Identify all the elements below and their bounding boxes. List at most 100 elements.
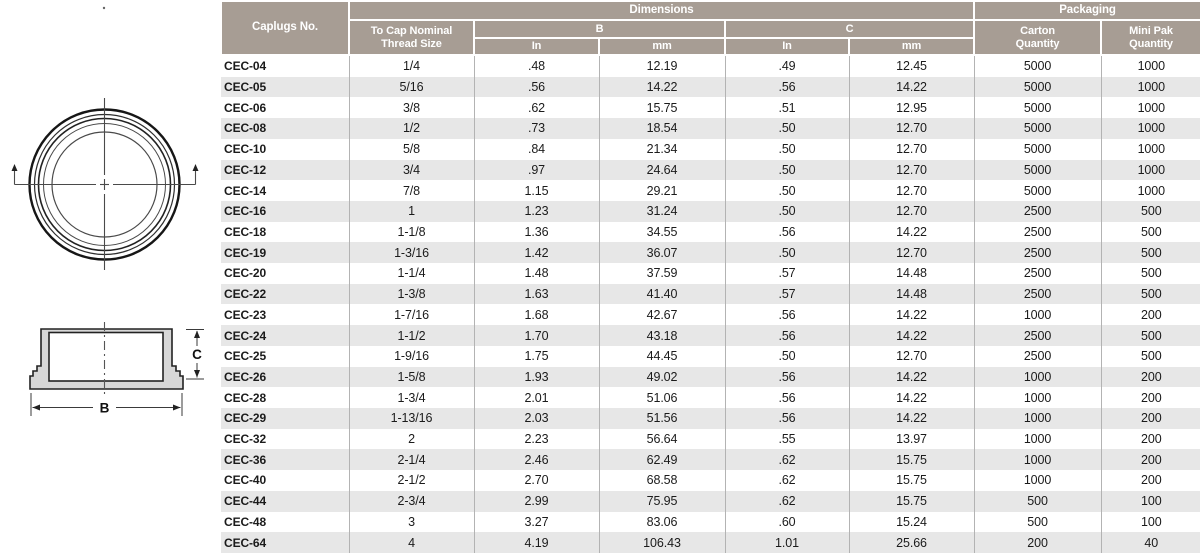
cell-value: 1 (348, 200, 474, 222)
cell-value: .50 (724, 200, 849, 222)
table-row: CEC-40 2-1/2 2.70 68.58.62 15.75 1000 200 (221, 470, 1200, 491)
cell-caplugs-no: CEC-32 (224, 432, 267, 447)
table-row: CEC-36 2-1/4 2.46 62.49.62 15.75 1000 200 (221, 449, 1200, 471)
header-c-in: In (724, 37, 850, 56)
section-line (13, 171, 197, 186)
cell-value: 1-1/2 (348, 325, 474, 346)
cell-value: .56 (724, 304, 849, 326)
cell-value: 2500 (973, 325, 1102, 346)
table-row: CEC-16 1 1.23 31.24.50 12.70 2500 500 (221, 200, 1200, 222)
cell-value: 1/4 (348, 55, 474, 77)
cell-value: .57 (724, 263, 849, 284)
header-dim-c: C (723, 19, 976, 39)
cell-value: 500 (1100, 242, 1200, 264)
table-row: CEC-14 7/8 1.15 29.21.50 12.70 5000 1000 (221, 180, 1200, 201)
spec-table-container: Caplugs No. Dimensions Packaging To Cap … (220, 0, 1200, 553)
cell-caplugs-no: CEC-19 (224, 245, 267, 260)
cell-value: 15.75 (848, 470, 975, 491)
cell-value: .50 (724, 118, 849, 139)
cell-value: 14.22 (848, 221, 975, 243)
cell-value: .56 (724, 366, 849, 388)
cell-value: 68.58 (598, 470, 725, 491)
cell-value: 1000 (1100, 76, 1200, 98)
table-row: CEC-25 1-9/16 1.75 44.45.50 12.70 2500 500 (221, 345, 1200, 367)
cell-value: 100 (1100, 490, 1200, 512)
cell-value: 5000 (973, 118, 1102, 139)
cell-caplugs-no: CEC-23 (224, 307, 267, 322)
cell-value: .56 (724, 76, 849, 98)
cap-drawing-svg: C B (11, 6, 204, 416)
table-row: CEC-05 5/16.56 14.22.56 14.22 5000 1000 (221, 76, 1200, 98)
cell-value: 200 (973, 532, 1102, 553)
header-caplugs-no: Caplugs No. (220, 0, 350, 56)
cell-value: 3/8 (348, 97, 474, 119)
cell-value: .56 (473, 76, 599, 98)
table-body: CEC-04 1/4.48 12.19.49 12.45 5000 1000 CEC-05 5… (221, 55, 1200, 553)
cell-caplugs-no: CEC-25 (224, 349, 267, 364)
cell-value: 14.48 (848, 263, 975, 284)
cell-value: 14.22 (848, 407, 975, 429)
cell-value: 2-1/4 (348, 449, 474, 471)
cell-value: 5000 (973, 159, 1102, 181)
cell-value: .50 (724, 242, 849, 264)
cell-value: 1.93 (473, 366, 599, 388)
table-header: Caplugs No. Dimensions Packaging To Cap … (220, 0, 1200, 56)
cell-value: 7/8 (348, 180, 474, 201)
dim-label-b: B (100, 401, 110, 416)
cell-value: 12.70 (848, 200, 975, 222)
cell-value: 14.22 (598, 76, 725, 98)
cell-value: 12.70 (848, 118, 975, 139)
cell-value: 42.67 (598, 304, 725, 326)
table-row: CEC-24 1-1/2 1.70 43.18.56 14.22 2500 500 (221, 325, 1200, 346)
cell-value: 5/16 (348, 76, 474, 98)
cell-value: 1000 (1100, 159, 1200, 181)
header-b-in: In (473, 37, 600, 56)
cell-caplugs-no: CEC-48 (224, 514, 267, 529)
cell-value: 34.55 (598, 221, 725, 243)
cell-value: .49 (724, 55, 849, 77)
cell-value: 100 (1100, 511, 1200, 533)
cell-value: 24.64 (598, 159, 725, 181)
cell-value: 3/4 (348, 159, 474, 181)
cell-value: 2.03 (473, 407, 599, 429)
cell-caplugs-no: CEC-04 (224, 59, 267, 74)
cell-value: 1-13/16 (348, 407, 474, 429)
cell-value: 1000 (973, 449, 1102, 471)
cell-value: 12.19 (598, 55, 725, 77)
header-c-mm: mm (847, 37, 976, 56)
cell-value: 1000 (1100, 180, 1200, 201)
cell-caplugs-no: CEC-44 (224, 494, 267, 509)
cell-value: 12.45 (848, 55, 975, 77)
cell-value: .56 (724, 407, 849, 429)
spec-table: Caplugs No. Dimensions Packaging To Cap … (220, 0, 1200, 553)
cell-value: 83.06 (598, 511, 725, 533)
cell-value: 37.59 (598, 263, 725, 284)
cell-value: 200 (1100, 449, 1200, 471)
cell-value: .97 (473, 159, 599, 181)
header-group-packaging: Packaging (973, 0, 1200, 21)
cell-value: 1.63 (473, 283, 599, 305)
cell-value: 31.24 (598, 200, 725, 222)
cell-value: 200 (1100, 407, 1200, 429)
table-row: CEC-06 3/8.62 15.75.51 12.95 5000 1000 (221, 97, 1200, 119)
cell-value: 44.45 (598, 345, 725, 367)
cell-value: 200 (1100, 304, 1200, 326)
cell-caplugs-no: CEC-24 (224, 328, 267, 343)
cell-value: 2.23 (473, 428, 599, 450)
cell-caplugs-no: CEC-22 (224, 287, 267, 302)
cell-value: 14.22 (848, 387, 975, 408)
cell-value: 500 (973, 511, 1102, 533)
cell-value: 2500 (973, 242, 1102, 264)
cell-value: 1000 (973, 407, 1102, 429)
cell-caplugs-no: CEC-29 (224, 411, 267, 426)
cell-value: 500 (1100, 325, 1200, 346)
cell-value: 2 (348, 428, 474, 450)
technical-drawings: C B (0, 0, 220, 553)
cell-value: 1.75 (473, 345, 599, 367)
cell-value: .56 (724, 325, 849, 346)
cell-value: .56 (724, 221, 849, 243)
cell-value: .57 (724, 283, 849, 305)
cell-value: 14.22 (848, 366, 975, 388)
cell-value: 5000 (973, 180, 1102, 201)
